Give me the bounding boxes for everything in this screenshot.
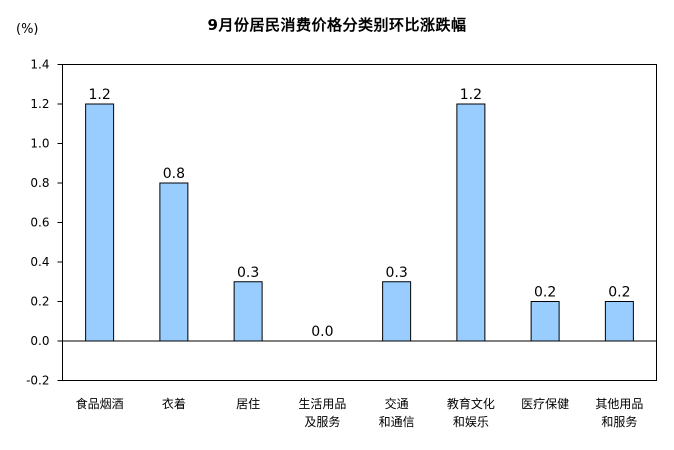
- category-label: 生活用品: [298, 397, 346, 411]
- category-label: 食品烟酒: [76, 396, 124, 411]
- bar-value-label: 1.2: [88, 87, 110, 103]
- y-tick-label: 0.2: [30, 295, 49, 309]
- bar-value-label: 0.8: [163, 166, 185, 182]
- category-label: 教育文化: [447, 396, 495, 411]
- y-tick-label: 0.4: [30, 255, 49, 269]
- bars: [85, 103, 634, 342]
- y-tick-label: 0.0: [30, 334, 49, 348]
- bar: [604, 301, 634, 342]
- y-tick-label: 0.8: [30, 176, 49, 190]
- category-label: 和通信: [379, 415, 415, 429]
- category-label: 和服务: [601, 414, 637, 429]
- data-labels: 1.2 0.8 0.3 0.0 0.3 1.2 0.2 0.2: [88, 87, 630, 340]
- bar: [233, 281, 263, 342]
- category-label: 其他用品: [595, 397, 643, 411]
- y-tick-label: 1.2: [30, 97, 49, 111]
- bar: [382, 281, 412, 342]
- y-axis: 1.4 1.2 1.0 0.8 0.6 0.4 0.2 0.0 -0.2: [26, 58, 657, 388]
- bar: [456, 103, 486, 342]
- chart-title: 9月份居民消费价格分类别环比涨跌幅: [207, 16, 467, 34]
- bar-value-label: 0.2: [608, 285, 630, 301]
- bar-value-label: 0.2: [534, 285, 556, 301]
- category-label: 衣着: [162, 396, 186, 411]
- plot-area-frame: [62, 64, 657, 381]
- y-axis-unit-label: (%): [16, 22, 39, 37]
- bar: [85, 103, 115, 342]
- y-tick-label: 0.6: [30, 216, 49, 230]
- y-tick-label: -0.2: [26, 374, 49, 388]
- category-label: 和娱乐: [453, 415, 489, 429]
- bar: [530, 301, 560, 342]
- y-tick-label: 1.0: [30, 137, 49, 151]
- bar: [159, 182, 189, 342]
- bar-value-label: 0.3: [385, 265, 407, 281]
- y-tick-label: 1.4: [30, 58, 49, 72]
- category-label: 及服务: [304, 414, 340, 429]
- bar-value-label: 0.0: [311, 324, 333, 340]
- category-label: 交通: [385, 396, 409, 411]
- category-label: 医疗保健: [521, 397, 569, 411]
- bar-value-label: 1.2: [460, 87, 482, 103]
- category-label: 居住: [236, 397, 260, 411]
- bar-value-label: 0.3: [237, 265, 259, 281]
